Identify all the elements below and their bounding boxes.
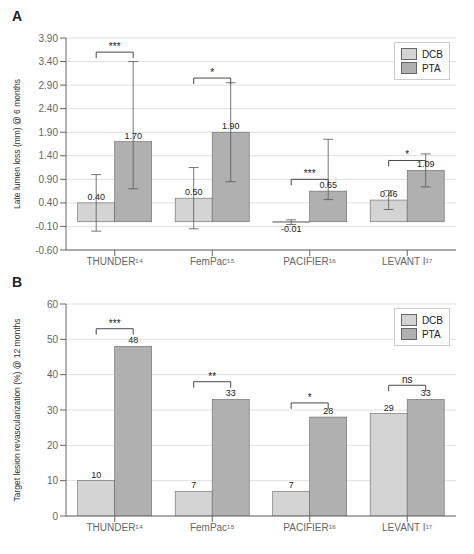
svg-text:0.50: 0.50 [185, 187, 203, 197]
svg-text:29: 29 [384, 403, 394, 413]
svg-text:10: 10 [47, 475, 59, 486]
svg-text:FemPac¹⁵: FemPac¹⁵ [190, 256, 235, 267]
svg-text:40: 40 [47, 369, 59, 380]
html-text:B: B [12, 274, 23, 290]
svg-text:**: ** [208, 371, 216, 382]
svg-text:Target lesion revascularizatio: Target lesion revascularization (%) @ 12… [12, 319, 22, 502]
svg-text:PACIFIER¹⁶: PACIFIER¹⁶ [283, 256, 336, 267]
svg-text:LEVANT I¹⁷: LEVANT I¹⁷ [382, 522, 433, 533]
svg-text:***: *** [109, 41, 121, 52]
svg-text:LEVANT I¹⁷: LEVANT I¹⁷ [382, 256, 433, 267]
svg-text:0.40: 0.40 [39, 197, 59, 208]
svg-text:7: 7 [191, 480, 196, 490]
svg-text:FemPac¹⁵: FemPac¹⁵ [190, 522, 235, 533]
svg-text:ns: ns [402, 374, 413, 385]
svg-text:1.09: 1.09 [417, 159, 435, 169]
svg-text:THUNDER¹⁴: THUNDER¹⁴ [86, 256, 143, 267]
html-text:PTA: PTA [421, 328, 441, 340]
svg-text:***: *** [109, 318, 121, 329]
svg-text:48: 48 [128, 335, 138, 345]
svg-text:-0.01: -0.01 [281, 224, 302, 234]
svg-text:0.65: 0.65 [319, 180, 337, 190]
svg-text:20: 20 [47, 440, 59, 451]
svg-text:PACIFIER¹⁶: PACIFIER¹⁶ [283, 522, 336, 533]
html-text:A: A [12, 8, 23, 24]
svg-text:60: 60 [47, 299, 59, 310]
svg-text:1.90: 1.90 [222, 121, 240, 131]
svg-text:*: * [210, 67, 214, 78]
svg-text:3.40: 3.40 [39, 56, 59, 67]
svg-text:1.70: 1.70 [124, 131, 142, 141]
svg-text:2.90: 2.90 [39, 80, 59, 91]
svg-text:2.40: 2.40 [39, 103, 59, 114]
svg-text:*: * [405, 149, 409, 160]
svg-text:7: 7 [289, 480, 294, 490]
svg-text:1.40: 1.40 [39, 150, 59, 161]
svg-text:0.40: 0.40 [87, 192, 105, 202]
svg-text:28: 28 [323, 406, 333, 416]
svg-text:THUNDER¹⁴: THUNDER¹⁴ [86, 522, 143, 533]
svg-text:10: 10 [91, 470, 101, 480]
svg-text:0.46: 0.46 [380, 189, 398, 199]
svg-text:3.90: 3.90 [39, 33, 59, 44]
svg-text:33: 33 [226, 388, 236, 398]
svg-text:50: 50 [47, 334, 59, 345]
svg-text:Late lumen loss (mm) @ 6 month: Late lumen loss (mm) @ 6 months [12, 79, 22, 209]
svg-text:0.90: 0.90 [39, 174, 59, 185]
html-text:PTA: PTA [421, 62, 441, 74]
svg-text:0: 0 [52, 511, 58, 522]
svg-text:-0.60: -0.60 [35, 245, 58, 256]
svg-text:-0.10: -0.10 [35, 221, 58, 232]
html-text:DCB: DCB [421, 314, 443, 326]
svg-text:33: 33 [421, 388, 431, 398]
svg-text:*: * [308, 392, 312, 403]
svg-text:1.90: 1.90 [39, 127, 59, 138]
svg-text:30: 30 [47, 405, 59, 416]
html-text:DCB: DCB [421, 48, 443, 60]
svg-text:***: *** [304, 168, 316, 179]
